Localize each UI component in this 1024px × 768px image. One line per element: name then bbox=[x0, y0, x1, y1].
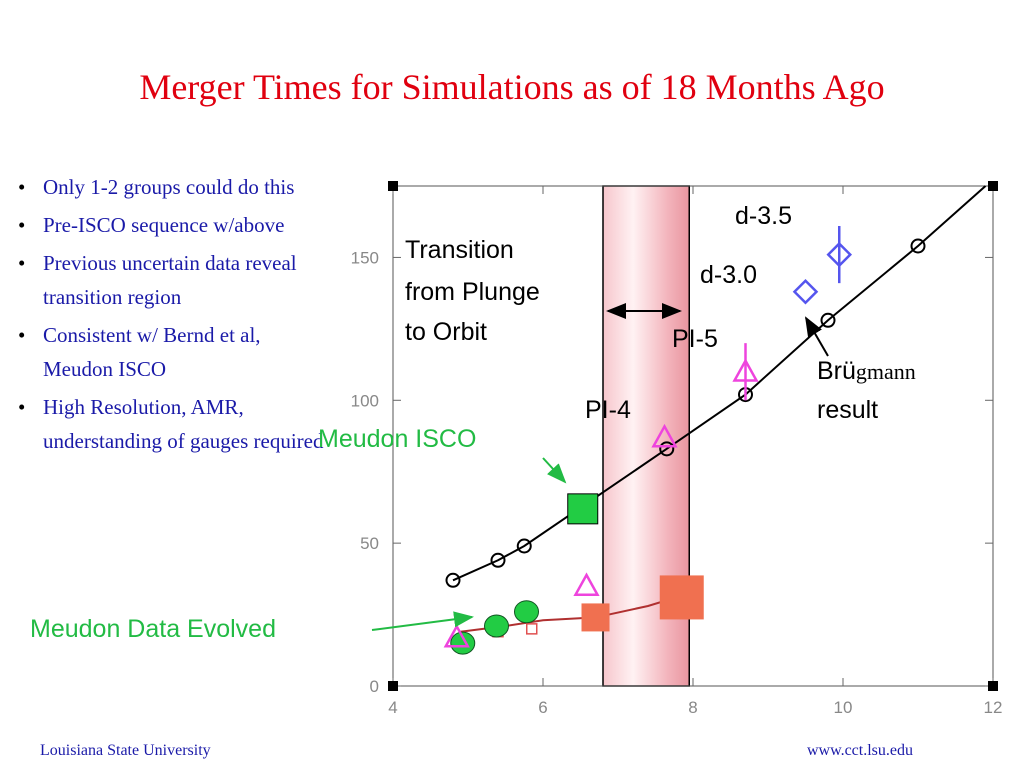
data-point-diamond bbox=[792, 278, 819, 305]
bullet-item: • Pre-ISCO sequence w/above bbox=[18, 208, 330, 242]
data-point-meudon bbox=[450, 631, 476, 655]
series-line bbox=[452, 185, 987, 582]
corner-mark bbox=[988, 181, 998, 191]
bullet-item: • Previous uncertain data reveal transiti… bbox=[18, 246, 330, 314]
data-point-meudon bbox=[514, 600, 539, 624]
data-point-circle bbox=[910, 238, 926, 254]
annotation-brugmann: Brügmann bbox=[817, 357, 916, 385]
y-tick-label: 150 bbox=[351, 248, 379, 267]
data-point-circle bbox=[659, 441, 675, 457]
annotation-transition-line-2: from Plunge bbox=[405, 278, 540, 306]
annotation-pi5: PI-5 bbox=[672, 325, 718, 353]
bullet-text: Previous uncertain data reveal transitio… bbox=[43, 251, 297, 309]
footer-url: www.cct.lsu.edu bbox=[806, 742, 913, 759]
y-tick-label: 50 bbox=[360, 534, 379, 553]
meudon-isco-arrow bbox=[542, 457, 567, 484]
bullet-item: • High Resolution, AMR, understanding of … bbox=[18, 390, 330, 458]
corner-mark bbox=[988, 681, 998, 691]
bullet-symbol: • bbox=[18, 323, 26, 347]
annotation-transition-line-1: Transition bbox=[405, 236, 514, 264]
footer-institution: Louisiana State University bbox=[40, 742, 211, 759]
annotation-transition-line-3: to Orbit bbox=[405, 318, 487, 346]
annotation-d30: d-3.0 bbox=[700, 261, 757, 289]
bullet-text: Consistent w/ Bernd et al, Meudon ISCO bbox=[43, 323, 261, 381]
annotation-pi4: PI-4 bbox=[585, 396, 631, 424]
data-point-small-square bbox=[526, 623, 538, 635]
annotation-meudon-data-evolved: Meudon Data Evolved bbox=[30, 615, 276, 643]
bullet-item: • Consistent w/ Bernd et al, Meudon ISCO bbox=[18, 318, 330, 386]
x-tick-label: 12 bbox=[984, 698, 1003, 717]
data-point-square bbox=[659, 575, 704, 620]
data-point-meudon bbox=[484, 614, 509, 638]
brugmann-arrow bbox=[804, 316, 829, 357]
bullet-symbol: • bbox=[18, 395, 26, 419]
corner-mark bbox=[388, 181, 398, 191]
annotation-brugmann-result: result bbox=[817, 396, 878, 424]
data-point-triangle bbox=[651, 423, 678, 448]
axis-ticks: 4 6 8 10 12 0 50 100 150 bbox=[351, 186, 1003, 717]
annotation-d35: d-3.5 bbox=[735, 202, 792, 230]
x-tick-label: 8 bbox=[688, 698, 697, 717]
x-tick-label: 10 bbox=[834, 698, 853, 717]
meudon-data-arrow bbox=[371, 611, 474, 631]
bullet-text: High Resolution, AMR, understanding of g… bbox=[43, 395, 324, 453]
y-tick-label: 0 bbox=[370, 677, 379, 696]
corner-mark bbox=[388, 681, 398, 691]
data-point-circle bbox=[445, 572, 461, 588]
series-layer bbox=[443, 185, 987, 655]
slide-title: Merger Times for Simulations as of 18 Mo… bbox=[139, 67, 885, 107]
data-point-circle bbox=[490, 552, 506, 568]
data-point-triangle bbox=[443, 623, 470, 648]
bullet-item: • Only 1-2 groups could do this bbox=[18, 170, 330, 204]
annotation-brugmann-b: gmann bbox=[856, 359, 916, 384]
annotation-meudon-isco: Meudon ISCO bbox=[318, 425, 476, 453]
x-tick-label: 6 bbox=[538, 698, 547, 717]
bullet-symbol: • bbox=[18, 251, 26, 275]
data-point-circle bbox=[516, 538, 532, 554]
x-tick-label: 4 bbox=[388, 698, 397, 717]
bullet-symbol: • bbox=[18, 175, 26, 199]
bullet-list: • Only 1-2 groups could do this • Pre-ISCO… bbox=[18, 170, 330, 462]
data-point-square bbox=[567, 493, 599, 525]
data-point-triangle bbox=[573, 572, 600, 597]
bullet-text: Pre-ISCO sequence w/above bbox=[43, 213, 285, 237]
y-tick-label: 100 bbox=[351, 391, 379, 410]
corner-marks bbox=[388, 181, 998, 691]
bullet-symbol: • bbox=[18, 213, 26, 237]
data-point-square bbox=[581, 603, 610, 632]
annotation-brugmann-a: Brü bbox=[817, 357, 856, 385]
bullet-text: Only 1-2 groups could do this bbox=[43, 175, 295, 199]
